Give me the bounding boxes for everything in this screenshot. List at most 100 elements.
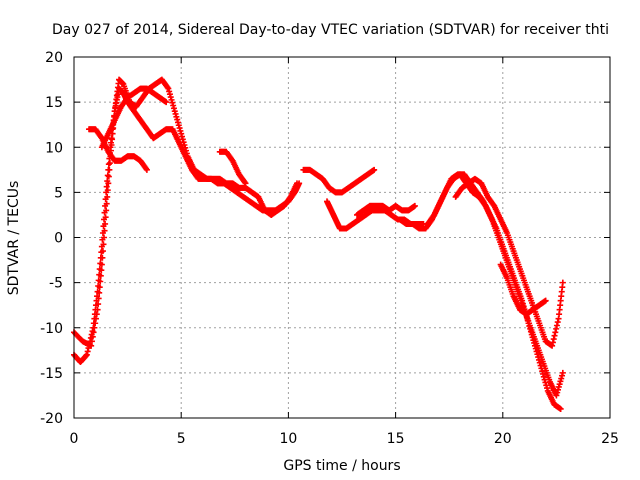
data-point: [559, 372, 566, 379]
data-point: [105, 180, 112, 187]
data-point: [178, 130, 185, 137]
series-track-11: [452, 175, 566, 349]
y-tick-label: -10: [40, 321, 63, 337]
data-point: [553, 392, 560, 399]
data-point: [174, 119, 181, 126]
data-points: [71, 76, 566, 412]
data-point: [550, 336, 557, 343]
series-track-10: [424, 171, 566, 399]
data-point: [293, 180, 300, 187]
series-track-8: [354, 202, 418, 218]
data-point: [183, 147, 190, 154]
data-point: [174, 116, 181, 123]
data-point: [554, 319, 561, 326]
y-tick-label: 15: [45, 95, 63, 111]
data-point: [411, 202, 418, 209]
data-point: [181, 141, 188, 148]
data-point: [555, 383, 562, 390]
data-point: [101, 227, 108, 234]
data-point: [559, 279, 566, 286]
data-point: [91, 324, 98, 331]
data-point: [179, 133, 186, 140]
data-point: [102, 214, 109, 221]
y-tick-label: -5: [49, 276, 63, 292]
data-point: [556, 381, 563, 388]
data-point: [100, 241, 107, 248]
series-track-6: [300, 166, 378, 196]
data-point: [558, 375, 565, 382]
data-point: [103, 200, 110, 207]
data-point: [104, 187, 111, 194]
y-tick-label: 20: [45, 50, 63, 66]
data-point: [180, 139, 187, 146]
y-tick-label: -20: [40, 411, 63, 427]
x-tick-label: 25: [601, 431, 619, 447]
data-point: [241, 179, 248, 186]
data-point: [549, 339, 556, 346]
data-point: [163, 99, 170, 106]
y-tick-label: 10: [45, 140, 63, 156]
data-point: [92, 315, 99, 322]
data-point: [102, 220, 109, 227]
data-point: [88, 342, 95, 349]
data-point: [95, 301, 102, 308]
data-point: [171, 108, 178, 115]
data-point: [103, 183, 110, 190]
series-track-4: [98, 85, 170, 151]
data-point: [172, 110, 179, 117]
data-point: [92, 320, 99, 327]
x-tick-label: 20: [494, 431, 512, 447]
data-point: [555, 386, 562, 393]
data-point: [99, 254, 106, 261]
data-point: [88, 338, 95, 345]
x-tick-labels: 0 5 10 15 20 25: [70, 431, 619, 447]
grid: [74, 57, 610, 418]
data-point: [101, 234, 108, 241]
y-tick-labels: -20 -15 -10 -5 0 5 10 15 20: [40, 50, 63, 427]
data-point: [166, 91, 173, 98]
data-point: [168, 96, 175, 103]
data-point: [109, 136, 116, 143]
data-point: [242, 180, 249, 187]
y-axis-label: SDTVAR / TECUs: [6, 181, 22, 296]
data-point: [84, 348, 91, 355]
data-point: [182, 144, 189, 151]
data-point: [98, 261, 105, 268]
data-point: [103, 207, 110, 214]
data-point: [176, 125, 183, 132]
data-point: [97, 278, 104, 285]
y-tick-label: 5: [54, 185, 63, 201]
data-point: [553, 322, 560, 329]
data-point: [164, 84, 171, 91]
data-point: [166, 88, 173, 95]
data-point: [553, 325, 560, 332]
data-point: [97, 272, 104, 279]
data-point: [143, 166, 150, 173]
data-point: [540, 371, 546, 378]
data-point: [106, 160, 113, 167]
data-point: [143, 165, 150, 172]
data-point: [89, 333, 96, 340]
x-tick-label: 15: [387, 431, 405, 447]
data-point: [96, 284, 103, 291]
data-point: [105, 161, 112, 168]
data-point: [557, 378, 564, 385]
series-track-2: [71, 76, 300, 349]
data-point: [183, 150, 190, 157]
data-point: [106, 166, 113, 173]
y-tick-label: 0: [54, 231, 63, 247]
data-point: [559, 369, 566, 376]
data-point: [169, 99, 176, 106]
data-point: [549, 342, 556, 349]
series-track-5: [216, 148, 249, 187]
data-point: [173, 113, 180, 120]
data-point: [98, 267, 105, 274]
data-point: [90, 329, 97, 336]
data-point: [554, 389, 561, 396]
data-point: [93, 311, 100, 318]
data-point: [95, 295, 102, 302]
data-point: [177, 127, 184, 134]
data-point: [371, 166, 378, 173]
